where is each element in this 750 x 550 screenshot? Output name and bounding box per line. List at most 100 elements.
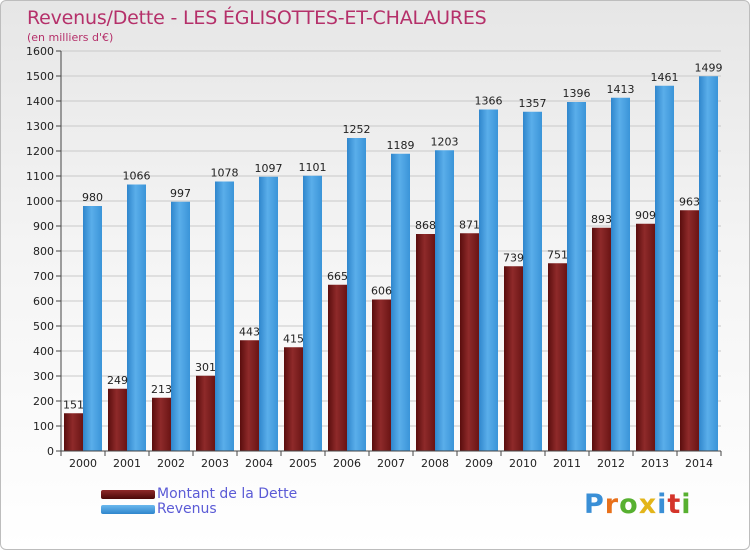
bar-dette-2012 bbox=[592, 227, 611, 451]
y-tick-label: 900 bbox=[33, 220, 54, 233]
bar-revenus-2006 bbox=[347, 138, 366, 451]
data-label-dette-2001: 249 bbox=[107, 374, 128, 387]
bar-revenus-2014 bbox=[699, 76, 718, 451]
data-label-revenus-2013: 1461 bbox=[651, 71, 679, 84]
data-label-dette-2006: 665 bbox=[327, 270, 348, 283]
bar-revenus-2009 bbox=[479, 109, 498, 451]
bar-dette-2014 bbox=[680, 210, 699, 451]
bar-revenus-2005 bbox=[303, 175, 322, 451]
bar-revenus-2012 bbox=[611, 97, 630, 451]
data-label-revenus-2008: 1203 bbox=[431, 135, 459, 148]
x-tick-label-2013: 2013 bbox=[641, 457, 669, 470]
bar-revenus-2013 bbox=[655, 85, 674, 451]
data-label-revenus-2014: 1499 bbox=[695, 61, 723, 74]
y-tick-label: 700 bbox=[33, 270, 54, 283]
y-tick-label: 500 bbox=[33, 320, 54, 333]
data-label-dette-2002: 213 bbox=[151, 383, 172, 396]
bar-dette-2000 bbox=[64, 413, 83, 451]
y-tick-label: 1500 bbox=[26, 70, 54, 83]
bar-revenus-2003 bbox=[215, 181, 234, 451]
data-label-dette-2009: 871 bbox=[459, 218, 480, 231]
bar-dette-2005 bbox=[284, 347, 303, 451]
bar-dette-2003 bbox=[196, 375, 215, 451]
bar-dette-2009 bbox=[460, 233, 479, 451]
y-tick-label: 400 bbox=[33, 345, 54, 358]
logo-letter: P bbox=[584, 489, 605, 520]
y-tick-label: 0 bbox=[47, 445, 54, 458]
axis-layer: 0 100 200 300 400 500 600 700 800 900 1000 1100 1200… bbox=[26, 45, 722, 470]
proxiti-logo: Proxiti bbox=[584, 489, 692, 520]
data-label-revenus-2002: 997 bbox=[170, 187, 191, 200]
y-tick-label: 1200 bbox=[26, 145, 54, 158]
bar-dette-2010 bbox=[504, 266, 523, 451]
y-tick-label: 1300 bbox=[26, 120, 54, 133]
x-tick-label-2011: 2011 bbox=[553, 457, 581, 470]
y-tick-label: 200 bbox=[33, 395, 54, 408]
bar-revenus-2007 bbox=[391, 153, 410, 451]
data-label-revenus-2001: 1066 bbox=[123, 170, 151, 183]
data-label-dette-2004: 443 bbox=[239, 325, 260, 338]
bar-dette-2002 bbox=[152, 397, 171, 451]
data-label-dette-2007: 606 bbox=[371, 285, 392, 298]
bar-dette-2013 bbox=[636, 223, 655, 451]
data-label-revenus-2010: 1357 bbox=[519, 97, 547, 110]
data-label-dette-2008: 868 bbox=[415, 219, 436, 232]
data-label-dette-2000: 151 bbox=[63, 398, 84, 411]
data-label-revenus-2007: 1189 bbox=[387, 139, 415, 152]
bar-revenus-2001 bbox=[127, 184, 146, 451]
labels-layer: 151 980 249 1066 213 997 301 1078 443 1097 415 1101… bbox=[63, 61, 723, 411]
bar-revenus-2010 bbox=[523, 111, 542, 451]
x-tick-label-2001: 2001 bbox=[113, 457, 141, 470]
y-tick-label: 300 bbox=[33, 370, 54, 383]
bars-layer bbox=[64, 76, 718, 451]
data-label-dette-2013: 909 bbox=[635, 209, 656, 222]
x-tick-label-2007: 2007 bbox=[377, 457, 405, 470]
logo-letter: i bbox=[657, 489, 668, 520]
data-label-revenus-2003: 1078 bbox=[211, 167, 239, 180]
legend-swatch-dette bbox=[101, 490, 155, 499]
bar-dette-2008 bbox=[416, 234, 435, 451]
data-label-revenus-2009: 1366 bbox=[475, 95, 503, 108]
data-label-revenus-2012: 1413 bbox=[607, 83, 635, 96]
legend-swatch-revenus bbox=[101, 505, 155, 514]
data-label-revenus-2011: 1396 bbox=[563, 87, 591, 100]
bar-dette-2007 bbox=[372, 299, 391, 451]
bar-dette-2004 bbox=[240, 340, 259, 451]
data-label-dette-2005: 415 bbox=[283, 332, 304, 345]
x-tick-label-2006: 2006 bbox=[333, 457, 361, 470]
chart-title: Revenus/Dette - LES ÉGLISOTTES-ET-CHALAU… bbox=[27, 7, 487, 29]
bar-revenus-2011 bbox=[567, 102, 586, 451]
y-tick-label: 1100 bbox=[26, 170, 54, 183]
x-tick-label-2009: 2009 bbox=[465, 457, 493, 470]
x-tick-label-2004: 2004 bbox=[245, 457, 273, 470]
logo-letter: x bbox=[638, 489, 658, 520]
x-tick-label-2012: 2012 bbox=[597, 457, 625, 470]
y-tick-label: 800 bbox=[33, 245, 54, 258]
data-label-dette-2003: 301 bbox=[195, 361, 216, 374]
logo-letter: t bbox=[667, 489, 682, 520]
data-label-revenus-2004: 1097 bbox=[255, 162, 283, 175]
data-label-dette-2014: 963 bbox=[679, 195, 700, 208]
bar-revenus-2004 bbox=[259, 176, 278, 451]
legend-label-revenus: Revenus bbox=[157, 501, 217, 517]
data-label-revenus-2005: 1101 bbox=[299, 161, 327, 174]
y-tick-label: 100 bbox=[33, 420, 54, 433]
x-tick-label-2003: 2003 bbox=[201, 457, 229, 470]
data-label-dette-2011: 751 bbox=[547, 248, 568, 261]
y-tick-label: 1000 bbox=[26, 195, 54, 208]
bar-dette-2006 bbox=[328, 284, 347, 451]
y-tick-label: 1400 bbox=[26, 95, 54, 108]
bar-revenus-2000 bbox=[83, 206, 102, 451]
logo-letter: o bbox=[619, 489, 639, 520]
x-tick-label-2002: 2002 bbox=[157, 457, 185, 470]
bar-dette-2011 bbox=[548, 263, 567, 451]
x-tick-label-2010: 2010 bbox=[509, 457, 537, 470]
bar-revenus-2008 bbox=[435, 150, 454, 451]
data-label-dette-2010: 739 bbox=[503, 251, 524, 264]
y-tick-label: 1600 bbox=[26, 45, 54, 58]
y-tick-label: 600 bbox=[33, 295, 54, 308]
bar-revenus-2002 bbox=[171, 201, 190, 451]
data-label-revenus-2006: 1252 bbox=[343, 123, 371, 136]
